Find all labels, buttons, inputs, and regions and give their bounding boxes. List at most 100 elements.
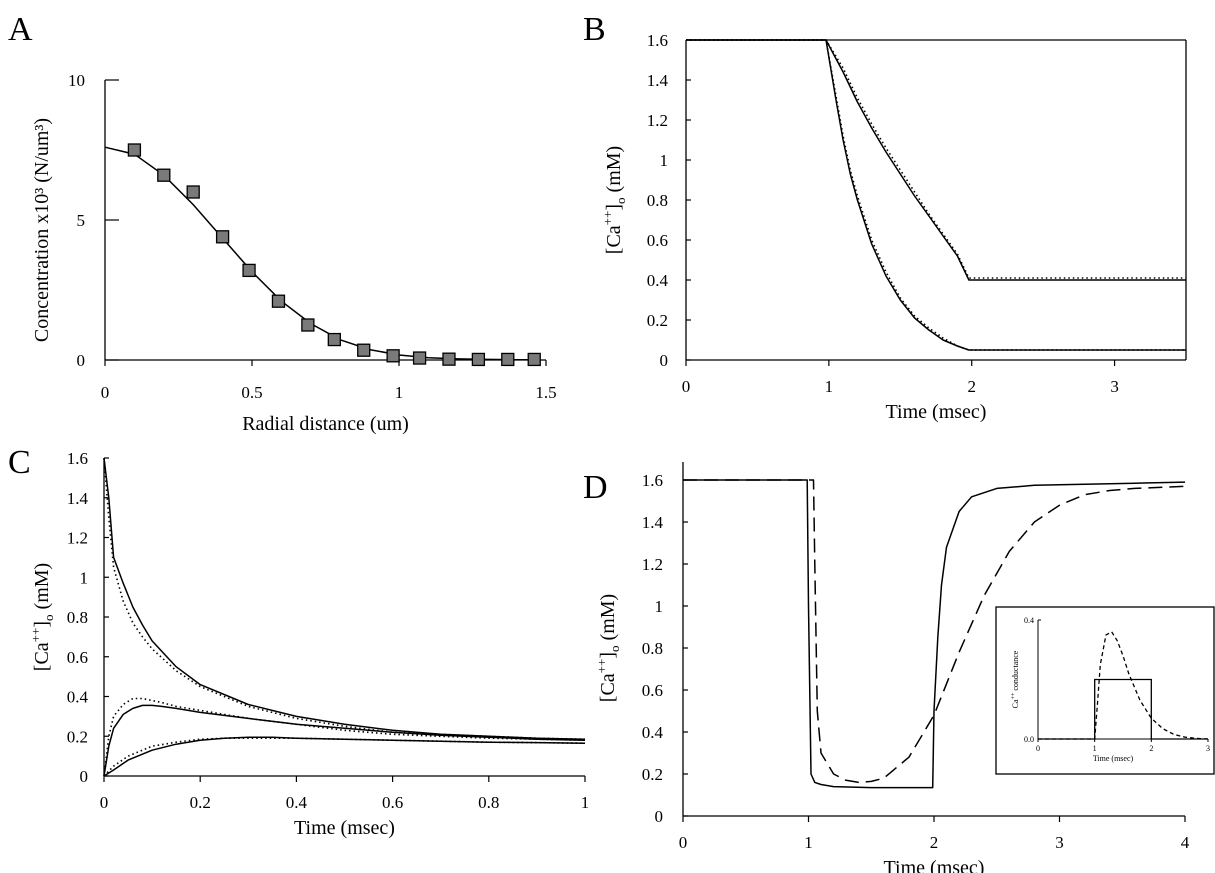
panel-d-x-tick-label: 1: [804, 833, 813, 852]
panel-c-y-tick-label: 0.8: [67, 608, 88, 627]
panel-d-series-1-line: [683, 479, 1186, 789]
panel-b-x-axis-title: Time (msec): [886, 401, 987, 423]
panel-d-y-tick-label: 0.8: [642, 639, 663, 658]
panel-a-x-tick-label: 0.5: [241, 383, 262, 402]
panel-c-x-tick-label: 0: [100, 793, 109, 812]
panel-d-x-tick-label: 2: [930, 833, 939, 852]
panel-a-data-point: [242, 263, 256, 278]
panel-d-y-tick-label: 0.6: [642, 681, 663, 700]
panel-a-data-point: [271, 294, 286, 308]
inset-series-1-line: [1038, 678, 1208, 740]
panel-b-y-tick-label: 0.2: [647, 311, 668, 330]
panel-d-y-tick-label: 1.2: [642, 555, 663, 574]
inset-y-tick-label: 0.0: [1024, 735, 1034, 744]
panel-c-x-tick-label: 1: [581, 793, 590, 812]
panel-c-y-tick-label: 1.4: [67, 489, 89, 508]
inset-x-axis-title: Time (msec): [1093, 754, 1134, 763]
panel-b-y-axis-title: [Ca++]o (mM): [600, 146, 628, 254]
panel-d-x-tick-label: 0: [679, 833, 688, 852]
inset-y-axis-title: Ca++ conductance: [1011, 650, 1020, 708]
panel-a-chart: 0 0.5 1 1.5 0 5 10 Radial distance (um) Concentr…: [31, 71, 557, 435]
panel-d-chart: 0 1 2 3 4 0 0.2 0.4 0.6 0.8 1 1.2 1.4 1.6 Time (msec) […: [594, 462, 1215, 873]
panel-a-data-point: [501, 352, 515, 367]
panel-letter-c: C: [8, 444, 31, 481]
panel-b-y-tick-label: 1.4: [647, 71, 669, 90]
panel-d-series-2-line: [683, 479, 1186, 784]
panel-c-series-3-line: [103, 704, 586, 777]
panel-a-x-axis-title: Radial distance (um): [242, 413, 409, 435]
panel-b-y-tick-label: 0.6: [647, 231, 668, 250]
panel-d-y-axis-title: [Ca++]o (mM): [594, 594, 622, 702]
panel-b-series-1-line: [686, 39, 1186, 281]
panel-c-series-1-line: [103, 457, 586, 740]
panel-letter-a: A: [8, 11, 33, 48]
panel-a-data-point: [386, 349, 400, 363]
panel-d-y-tick-label: 0: [655, 807, 664, 826]
panel-b-y-tick-label: 0.8: [647, 191, 668, 210]
panel-b-x-tick-label: 2: [967, 377, 976, 396]
inset-y-tick-label: 0.4: [1024, 616, 1034, 625]
panel-c-series-5-line: [103, 736, 586, 777]
panel-c-x-tick-label: 0.2: [190, 793, 211, 812]
panel-a-y-tick-label: 10: [68, 71, 85, 90]
panel-c-series-4-line: [103, 697, 586, 777]
panel-b-series-2-line: [686, 39, 1186, 279]
panel-b-x-tick-label: 0: [682, 377, 691, 396]
panel-a-x-tick-label: 0: [101, 383, 110, 402]
inset-series-2-line: [1038, 631, 1209, 740]
panel-c-y-tick-label: 0.2: [67, 727, 88, 746]
panel-b-series-3-line: [686, 39, 1186, 351]
panel-a-y-tick-label: 5: [77, 211, 86, 230]
panel-c-y-tick-label: 1.2: [67, 529, 88, 548]
panel-d-y-tick-label: 0.4: [642, 723, 664, 742]
panel-a-data-point: [327, 332, 341, 347]
inset-x-tick-label: 3: [1206, 744, 1210, 753]
inset-x-tick-label: 2: [1149, 744, 1153, 753]
panel-b-y-tick-label: 0: [660, 351, 669, 370]
panel-a-data-point: [215, 230, 230, 244]
panel-b-x-tick-label: 3: [1110, 377, 1119, 396]
panel-d-y-tick-label: 1: [655, 597, 664, 616]
panel-b-y-tick-label: 1.2: [647, 111, 668, 130]
panel-d-y-tick-label: 1.4: [642, 513, 664, 532]
panel-d-y-tick-label: 0.2: [642, 765, 663, 784]
panel-a-data-point: [357, 343, 371, 357]
panel-b-y-tick-label: 0.4: [647, 271, 669, 290]
panel-a-data-point: [527, 352, 541, 367]
panel-d-x-tick-label: 4: [1181, 833, 1190, 852]
panel-letter-b: B: [583, 11, 606, 48]
panel-d-x-tick-label: 3: [1055, 833, 1064, 852]
panel-a-data-point: [471, 352, 486, 367]
panel-c-x-tick-label: 0.4: [286, 793, 308, 812]
panel-b-x-tick-label: 1: [825, 377, 834, 396]
inset-frame: [995, 606, 1215, 775]
panel-a-data-point: [157, 168, 171, 182]
panel-d-y-tick-label: 1.6: [642, 471, 663, 490]
panel-c-x-tick-label: 0.6: [382, 793, 403, 812]
panel-c-y-axis-title: [Ca++]o (mM): [28, 563, 56, 671]
panel-d-x-axis-title: Time (msec): [884, 857, 985, 873]
inset-x-tick-label: 0: [1036, 744, 1040, 753]
panel-a-x-tick-label: 1.5: [535, 383, 556, 402]
inset-x-tick-label: 1: [1093, 744, 1097, 753]
panel-b-y-tick-label: 1.6: [647, 31, 668, 50]
panel-a-data-point: [412, 351, 427, 365]
panel-c-y-tick-label: 1.6: [67, 449, 88, 468]
panel-a-data-point: [442, 352, 456, 366]
panel-b-chart: 0 1 2 3 0 0.2 0.4 0.6 0.8 1 1.2 1.4 1.6 Time (msec) [C…: [600, 31, 1187, 423]
panel-c-y-tick-label: 1: [80, 568, 89, 587]
panel-a-data-point: [301, 318, 315, 332]
panel-a-y-tick-label: 0: [77, 351, 86, 370]
panel-c-y-tick-label: 0: [80, 767, 89, 786]
panel-a-x-tick-label: 1: [395, 383, 404, 402]
panel-a-y-axis-title: Concentration x10³ (N/um³): [31, 118, 53, 342]
panel-b-series-4-line: [686, 39, 1186, 351]
panel-a-data-point: [127, 143, 142, 157]
panel-c-series-2-line: [103, 457, 586, 740]
panel-c-y-tick-label: 0.6: [67, 648, 88, 667]
panel-c-y-tick-label: 0.4: [67, 688, 89, 707]
panel-c-x-axis-title: Time (msec): [294, 817, 395, 839]
panel-b-y-tick-label: 1: [660, 151, 669, 170]
panel-c-x-tick-label: 0.8: [478, 793, 499, 812]
